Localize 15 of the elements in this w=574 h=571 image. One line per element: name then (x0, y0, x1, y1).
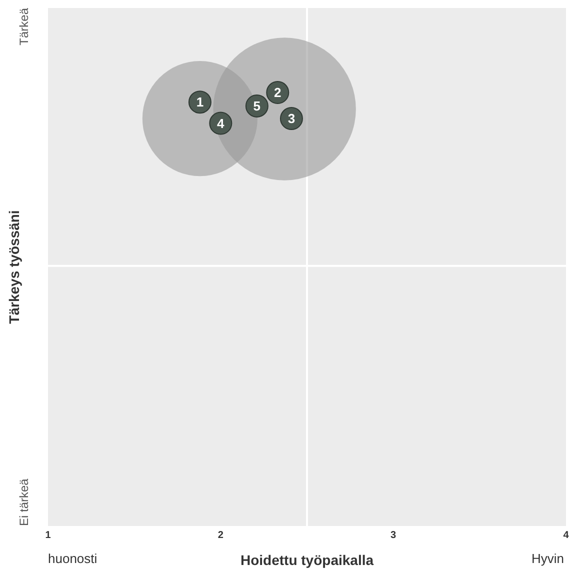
text: Hyvin (531, 551, 564, 566)
series-label: 1 (196, 94, 204, 110)
text: Tärkeä (17, 8, 31, 46)
text: huonosti (48, 551, 98, 566)
x-tick-label: 3 (390, 530, 397, 541)
x-axis-title: Hoidettu työpaikalla (240, 552, 374, 568)
y-axis-title: Tärkeys työssäni (6, 210, 22, 324)
text: Ei tärkeä (17, 478, 31, 526)
series-label: 3 (288, 111, 296, 126)
series-label: 2 (274, 85, 282, 100)
x-tick-label: 2 (218, 530, 224, 541)
series-label: 5 (253, 98, 261, 114)
x-tick-label: 1 (45, 530, 52, 541)
x-tick-label: 4 (563, 530, 570, 541)
series-label: 4 (217, 116, 226, 131)
